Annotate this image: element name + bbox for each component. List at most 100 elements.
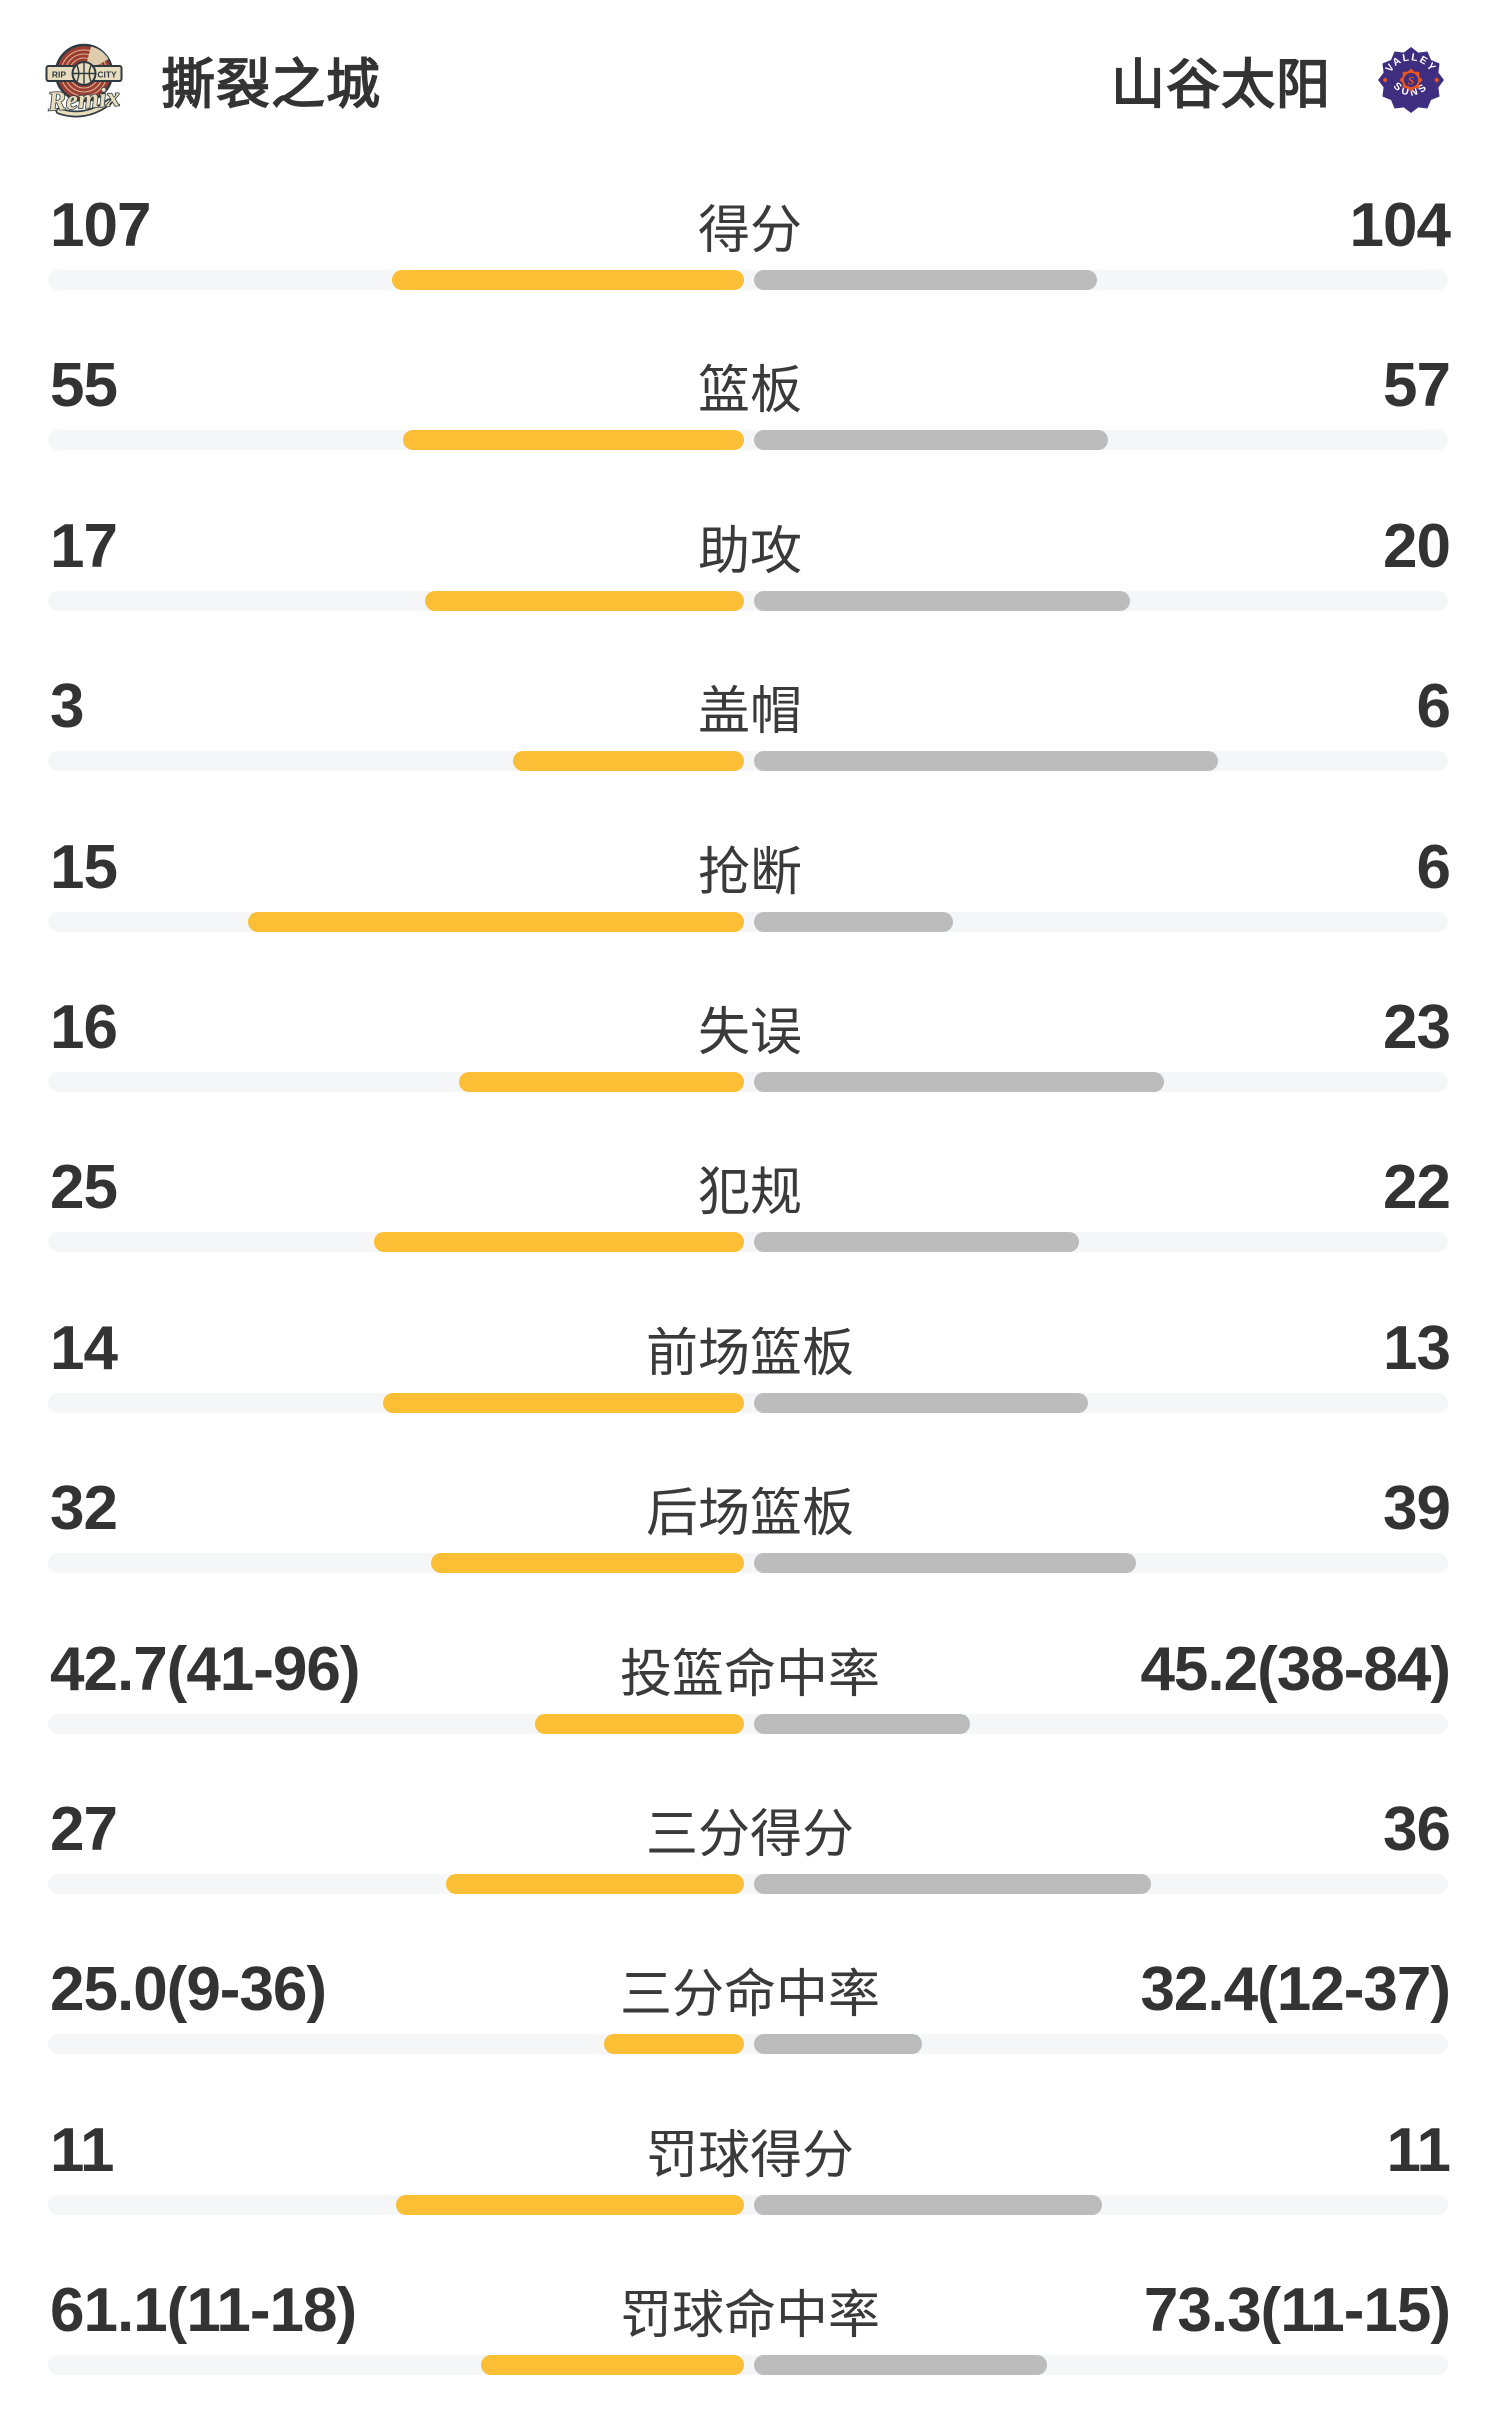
away-bar bbox=[754, 911, 953, 932]
stat-label: 投篮命中率 bbox=[619, 1645, 880, 1704]
stat-row-texts: 32 后场篮板 39 bbox=[0, 1473, 1500, 1545]
home-team: RIP CITY Remix 撕裂之城 bbox=[45, 40, 381, 119]
away-value: 6 bbox=[1416, 672, 1451, 742]
home-bar bbox=[425, 590, 744, 611]
home-bar bbox=[446, 1873, 744, 1894]
match-header: RIP CITY Remix 撕裂之城 山谷太阳 VALLEY SUNS bbox=[0, 0, 1500, 190]
home-value: 11 bbox=[50, 2115, 115, 2185]
bar-track bbox=[48, 2194, 1448, 2215]
away-bar bbox=[754, 2194, 1102, 2215]
home-bar bbox=[396, 2194, 744, 2215]
bar-track bbox=[48, 430, 1448, 451]
home-value: 55 bbox=[50, 351, 118, 421]
stat-label: 得分 bbox=[697, 202, 802, 260]
svg-text:S: S bbox=[1408, 73, 1415, 87]
home-bar bbox=[431, 1553, 744, 1574]
bar-track bbox=[48, 270, 1448, 290]
bar-track bbox=[48, 1873, 1448, 1894]
stat-row-texts: 11 罚球得分 11 bbox=[0, 2115, 1500, 2187]
home-value: 107 bbox=[50, 191, 151, 260]
away-bar bbox=[754, 2034, 922, 2055]
away-bar bbox=[754, 430, 1108, 451]
away-value: 23 bbox=[1383, 992, 1451, 1062]
home-value: 61.1(11-18) bbox=[50, 2276, 357, 2346]
home-value: 17 bbox=[50, 511, 118, 581]
bar-track bbox=[48, 751, 1448, 772]
stat-row-texts: 107 得分 104 bbox=[0, 190, 1500, 262]
bar-track bbox=[48, 590, 1448, 611]
home-bar bbox=[604, 2034, 744, 2055]
bar-track bbox=[48, 2034, 1448, 2055]
away-bar bbox=[754, 1232, 1079, 1253]
bar-track bbox=[48, 1392, 1448, 1413]
stat-row-texts: 42.7(41-96) 投篮命中率 45.2(38-84) bbox=[0, 1634, 1500, 1706]
stats-rows: 107 得分 104 55 篮板 57 17 助攻 20 bbox=[0, 190, 1500, 2435]
stat-row-texts: 27 三分得分 36 bbox=[0, 1794, 1500, 1866]
away-value: 104 bbox=[1349, 191, 1451, 260]
stat-row: 32 后场篮板 39 bbox=[0, 1473, 1500, 1633]
home-value: 42.7(41-96) bbox=[50, 1634, 361, 1704]
stat-label: 前场篮板 bbox=[645, 1324, 854, 1383]
home-bar bbox=[392, 270, 744, 290]
away-value: 39 bbox=[1383, 1474, 1451, 1544]
away-value: 13 bbox=[1383, 1313, 1451, 1383]
stat-row: 17 助攻 20 bbox=[0, 511, 1500, 671]
home-value: 14 bbox=[50, 1313, 118, 1383]
sun-emblem-icon: S bbox=[1399, 67, 1423, 92]
away-bar bbox=[754, 1071, 1164, 1092]
away-bar bbox=[754, 590, 1130, 611]
away-value: 6 bbox=[1416, 832, 1451, 902]
home-value: 27 bbox=[50, 1794, 118, 1864]
stat-label: 失误 bbox=[697, 1003, 802, 1062]
stat-row: 14 前场篮板 13 bbox=[0, 1313, 1500, 1473]
home-team-name: 撕裂之城 bbox=[161, 55, 381, 115]
home-bar bbox=[403, 430, 744, 451]
away-bar bbox=[754, 751, 1218, 772]
away-bar bbox=[754, 1713, 970, 1734]
away-bar bbox=[754, 1873, 1151, 1894]
stat-row: 25.0(9-36) 三分命中率 32.4(12-37) bbox=[0, 1954, 1500, 2114]
away-team-name: 山谷太阳 bbox=[1111, 55, 1331, 115]
stat-row-texts: 55 篮板 57 bbox=[0, 350, 1500, 422]
stat-row: 61.1(11-18) 罚球命中率 73.3(11-15) bbox=[0, 2275, 1500, 2435]
away-bar bbox=[754, 2355, 1047, 2376]
home-bar bbox=[383, 1392, 744, 1413]
stat-row-texts: 3 盖帽 6 bbox=[0, 671, 1500, 743]
svg-text:CITY: CITY bbox=[97, 69, 117, 79]
away-team: 山谷太阳 VALLEY SUNS S bbox=[1111, 40, 1445, 119]
home-value: 15 bbox=[50, 832, 118, 902]
stat-label: 三分命中率 bbox=[619, 1966, 880, 2025]
home-bar bbox=[481, 2355, 744, 2376]
stat-label: 盖帽 bbox=[697, 683, 802, 742]
svg-text:RIP: RIP bbox=[52, 69, 67, 79]
home-bar bbox=[535, 1713, 744, 1734]
away-bar bbox=[754, 1392, 1088, 1413]
stat-row-texts: 15 抢断 6 bbox=[0, 832, 1500, 904]
stat-label: 罚球得分 bbox=[645, 2126, 854, 2185]
away-value: 32.4(12-37) bbox=[1140, 1955, 1451, 2025]
bar-track bbox=[48, 911, 1448, 932]
stat-row-texts: 14 前场篮板 13 bbox=[0, 1313, 1500, 1385]
home-value: 32 bbox=[50, 1474, 118, 1544]
away-value: 45.2(38-84) bbox=[1140, 1634, 1451, 1704]
stat-row: 11 罚球得分 11 bbox=[0, 2115, 1500, 2275]
stat-label: 犯规 bbox=[697, 1164, 802, 1223]
stat-row: 107 得分 104 bbox=[0, 190, 1500, 350]
home-bar bbox=[459, 1071, 744, 1092]
away-bar bbox=[754, 1553, 1136, 1574]
stat-row-texts: 25.0(9-36) 三分命中率 32.4(12-37) bbox=[0, 1954, 1500, 2026]
away-value: 22 bbox=[1383, 1153, 1451, 1223]
bar-track bbox=[48, 1071, 1448, 1092]
stat-label: 罚球命中率 bbox=[619, 2287, 880, 2346]
away-value: 36 bbox=[1383, 1794, 1451, 1864]
home-bar bbox=[374, 1232, 744, 1253]
stat-row-texts: 17 助攻 20 bbox=[0, 511, 1500, 583]
home-bar bbox=[513, 751, 744, 772]
stat-row-texts: 16 失误 23 bbox=[0, 992, 1500, 1064]
rip-city-remix-logo-icon: RIP CITY Remix bbox=[45, 43, 123, 117]
stat-row-texts: 61.1(11-18) 罚球命中率 73.3(11-15) bbox=[0, 2275, 1500, 2347]
home-value: 25 bbox=[50, 1153, 118, 1223]
stat-row-texts: 25 犯规 22 bbox=[0, 1152, 1500, 1224]
away-value: 73.3(11-15) bbox=[1143, 2276, 1451, 2346]
svg-text:Remix: Remix bbox=[46, 81, 121, 116]
